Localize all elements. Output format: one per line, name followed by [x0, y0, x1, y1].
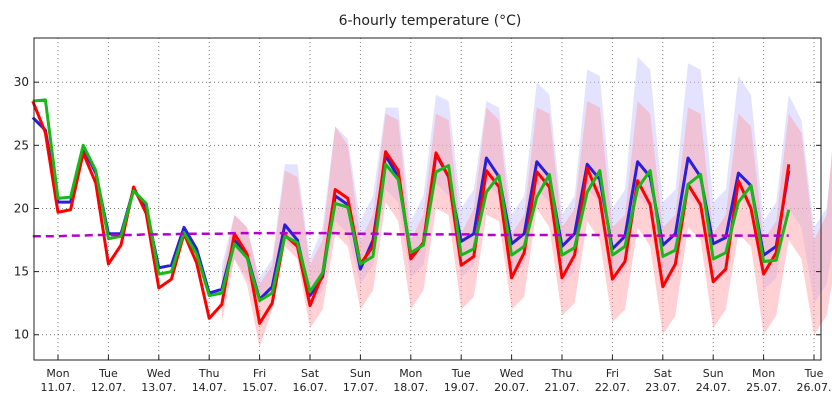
x-tick-date-label: 19.07.	[444, 381, 479, 394]
x-tick-date-label: 13.07.	[141, 381, 176, 394]
x-tick-date-label: 20.07.	[494, 381, 529, 394]
x-tick-day-label: Tue	[804, 367, 824, 380]
x-tick-day-label: Tue	[451, 367, 471, 380]
x-tick-day-label: Sun	[350, 367, 371, 380]
x-tick-day-label: Sun	[703, 367, 724, 380]
x-tick-day-label: Fri	[253, 367, 266, 380]
ensemble-bands	[221, 56, 832, 348]
x-tick-day-label: Wed	[147, 367, 171, 380]
x-tick-date-label: 14.07.	[192, 381, 227, 394]
x-tick-date-label: 24.07.	[696, 381, 731, 394]
x-tick-day-label: Thu	[551, 367, 573, 380]
y-tick-label: 10	[14, 328, 29, 342]
plot-frame	[33, 37, 822, 361]
x-tick-date-label: 15.07.	[242, 381, 277, 394]
x-tick-date-label: 21.07.	[545, 381, 580, 394]
x-tick-date-label: 17.07.	[343, 381, 378, 394]
x-tick-day-label: Wed	[500, 367, 524, 380]
x-tick-day-label: Mon	[399, 367, 422, 380]
series-climate-line	[32, 231, 789, 238]
x-tick-date-label: 25.07.	[746, 381, 781, 394]
x-tick-date-label: 16.07.	[293, 381, 328, 394]
x-tick-date-label: 11.07.	[41, 381, 76, 394]
x-tick-day-label: Mon	[46, 367, 69, 380]
y-tick-label: 30	[14, 75, 29, 89]
x-tick-day-label: Tue	[98, 367, 118, 380]
chart-title: 6-hourly temperature (°C)	[339, 13, 522, 29]
x-tick-day-label: Fri	[606, 367, 619, 380]
x-tick-day-label: Thu	[198, 367, 220, 380]
y-tick-label: 25	[14, 138, 29, 152]
y-axis-ticks: 10 15 20 25 30	[14, 75, 821, 342]
series-lines	[31, 98, 791, 325]
x-tick-day-label: Sat	[301, 367, 320, 380]
x-tick-date-label: 18.07.	[393, 381, 428, 394]
x-tick-day-label: Sat	[654, 367, 673, 380]
x-axis-ticks: Mon11.07.Tue12.07.Wed13.07.Thu14.07.Fri1…	[41, 355, 832, 394]
series-red-line	[31, 100, 791, 325]
x-tick-day-label: Mon	[752, 367, 775, 380]
x-tick-date-label: 12.07.	[91, 381, 126, 394]
x-tick-date-label: 26.07.	[797, 381, 832, 394]
y-tick-label: 20	[14, 201, 29, 215]
x-tick-date-label: 22.07.	[595, 381, 630, 394]
series-green-line	[32, 98, 791, 303]
x-tick-date-label: 23.07.	[645, 381, 680, 394]
y-tick-label: 15	[14, 265, 29, 279]
grid-lines	[34, 38, 821, 360]
